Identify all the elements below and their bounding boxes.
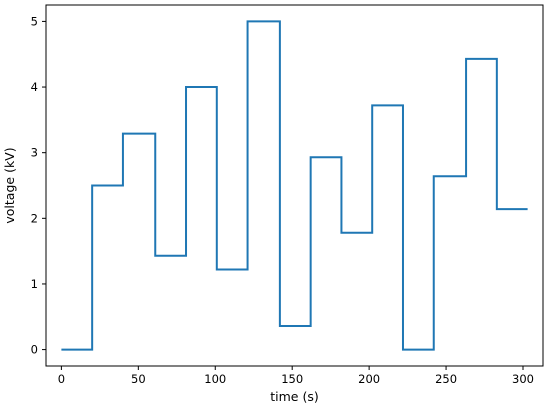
y-tick-label: 2	[31, 211, 38, 225]
y-tick-label: 5	[31, 14, 38, 28]
x-tick-label: 300	[512, 372, 534, 386]
x-tick-label: 0	[58, 372, 65, 386]
x-tick-label: 150	[281, 372, 303, 386]
y-tick-label: 4	[31, 80, 38, 94]
x-tick-label: 50	[131, 372, 146, 386]
y-tick-label: 3	[31, 146, 38, 160]
y-tick-label: 0	[31, 343, 38, 357]
voltage-step-line	[61, 20, 528, 351]
x-tick-label: 200	[358, 372, 380, 386]
x-tick-label: 100	[204, 372, 226, 386]
y-axis-label: voltage (kV)	[2, 147, 17, 223]
y-tick-label: 1	[31, 277, 38, 291]
x-tick-label: 250	[435, 372, 457, 386]
plot-frame	[45, 4, 544, 367]
x-axis-label: time (s)	[270, 389, 318, 404]
